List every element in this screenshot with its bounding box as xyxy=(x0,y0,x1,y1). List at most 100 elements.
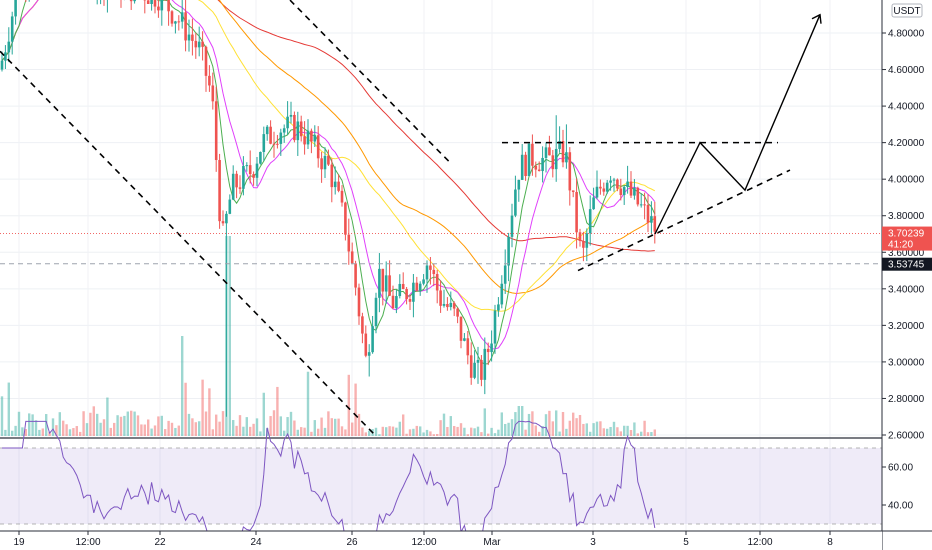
volume-bar-184 xyxy=(626,425,629,436)
projection-path xyxy=(654,14,821,235)
volume-bar-105 xyxy=(357,413,361,436)
ma-red-line xyxy=(1,0,655,252)
candle-body-61 xyxy=(208,75,211,86)
candle-body-162 xyxy=(551,155,555,170)
volume-bar-67 xyxy=(228,236,231,436)
volume-bar-48 xyxy=(164,429,167,436)
candle-body-141 xyxy=(480,359,483,380)
time-axis: 19 12:00 22 24 26 12:00 Mar 3 5 12:00 8 xyxy=(0,530,932,550)
candle-body-176 xyxy=(599,186,602,189)
candle-body-90 xyxy=(306,130,310,145)
candle-body-1 xyxy=(4,52,7,61)
volume-bar-80 xyxy=(272,410,276,436)
volume-bar-11 xyxy=(38,429,41,436)
volume-bar-58 xyxy=(198,421,201,436)
volume-bar-18 xyxy=(62,420,65,436)
candle-body-187 xyxy=(636,187,640,205)
candle-body-75 xyxy=(255,163,259,178)
volume-bar-96 xyxy=(327,411,330,436)
price-tick-label-9: 3.00000 xyxy=(888,357,925,368)
candle-body-188 xyxy=(639,204,643,206)
candle-body-111 xyxy=(378,268,381,298)
price-tick-label-8: 3.20000 xyxy=(888,321,925,332)
volume-bar-177 xyxy=(602,428,605,436)
candle-body-124 xyxy=(422,279,425,284)
candle-body-121 xyxy=(412,282,415,302)
volume-bar-115 xyxy=(391,426,395,436)
volume-bar-145 xyxy=(493,433,497,436)
volume-bar-183 xyxy=(623,425,626,436)
volume-bar-187 xyxy=(636,433,639,436)
candle-body-57 xyxy=(194,40,198,48)
candle-body-104 xyxy=(354,263,357,288)
time-tick-label-1: 12:00 xyxy=(75,537,100,548)
moving-averages xyxy=(1,0,656,365)
candle-body-2 xyxy=(7,41,11,53)
candle-body-71 xyxy=(242,165,245,189)
price-tick-label-6: 3.60000 xyxy=(888,248,925,259)
volume-bar-37 xyxy=(126,411,129,436)
volume-bar-113 xyxy=(385,427,388,436)
candle-body-77 xyxy=(262,134,266,152)
volume-bar-47 xyxy=(160,415,163,436)
candlesticks xyxy=(0,0,657,417)
price-tick-label-0: 4.80000 xyxy=(888,29,925,40)
volume-bar-84 xyxy=(286,417,289,436)
candle-body-156 xyxy=(531,143,534,166)
candle-body-144 xyxy=(490,343,493,353)
price-tick-label-3: 4.20000 xyxy=(888,138,925,149)
volume-bar-63 xyxy=(215,414,218,436)
rsi-indicator xyxy=(0,420,882,540)
volume-bar-57 xyxy=(194,422,197,436)
candle-body-112 xyxy=(381,268,385,292)
candle-body-192 xyxy=(653,216,657,232)
candle-body-78 xyxy=(265,126,269,135)
volume-bar-133 xyxy=(453,426,456,436)
volume-bar-23 xyxy=(79,431,82,436)
volume-bar-174 xyxy=(592,423,595,436)
candle-body-152 xyxy=(517,179,521,190)
candle-body-170 xyxy=(578,232,582,242)
volume-bar-131 xyxy=(446,426,449,436)
candle-body-88 xyxy=(299,121,303,137)
price-tick-label-2: 4.40000 xyxy=(888,102,925,113)
volume-bar-112 xyxy=(381,426,384,436)
volume-bar-55 xyxy=(187,413,191,436)
volume-bar-36 xyxy=(123,415,126,436)
volume-bar-149 xyxy=(507,422,510,436)
volume-bar-81 xyxy=(276,386,279,436)
trend-drawings xyxy=(0,0,882,436)
candle-body-96 xyxy=(327,155,330,165)
candle-body-165 xyxy=(561,140,565,163)
rsi-tick-label-0: 60.00 xyxy=(888,463,913,474)
candle-body-87 xyxy=(296,121,300,141)
volume-bar-52 xyxy=(177,425,180,436)
time-tick-label-3: 24 xyxy=(250,537,262,548)
candle-body-129 xyxy=(439,290,442,306)
marked-level-label: 3.53745 xyxy=(888,260,925,271)
volume-bar-19 xyxy=(65,424,68,436)
candle-body-173 xyxy=(588,209,592,234)
volume-bar-98 xyxy=(334,418,337,436)
volume-bar-30 xyxy=(102,419,106,436)
volume-bar-100 xyxy=(340,426,344,436)
candle-body-182 xyxy=(619,188,623,196)
candle-body-139 xyxy=(473,362,476,378)
candle-countdown-label: 41:20 xyxy=(888,240,913,251)
candle-body-175 xyxy=(595,186,599,198)
volume-bar-157 xyxy=(534,425,537,436)
candle-body-147 xyxy=(500,283,504,305)
price-axis: USDT 4.80000 4.60000 4.40000 4.20000 4.00000 3… xyxy=(881,0,932,550)
candle-body-107 xyxy=(364,333,368,356)
volume-bar-188 xyxy=(640,431,643,436)
currency-badge[interactable]: USDT xyxy=(891,3,923,18)
volume-bar-65 xyxy=(221,411,225,436)
candle-body-38 xyxy=(129,0,133,2)
volume-bar-72 xyxy=(245,417,248,436)
volume-bar-68 xyxy=(232,420,235,436)
volume-bar-60 xyxy=(204,411,208,436)
volume-bar-144 xyxy=(490,427,493,436)
volume-bar-170 xyxy=(578,414,582,436)
candle-body-46 xyxy=(157,6,160,11)
